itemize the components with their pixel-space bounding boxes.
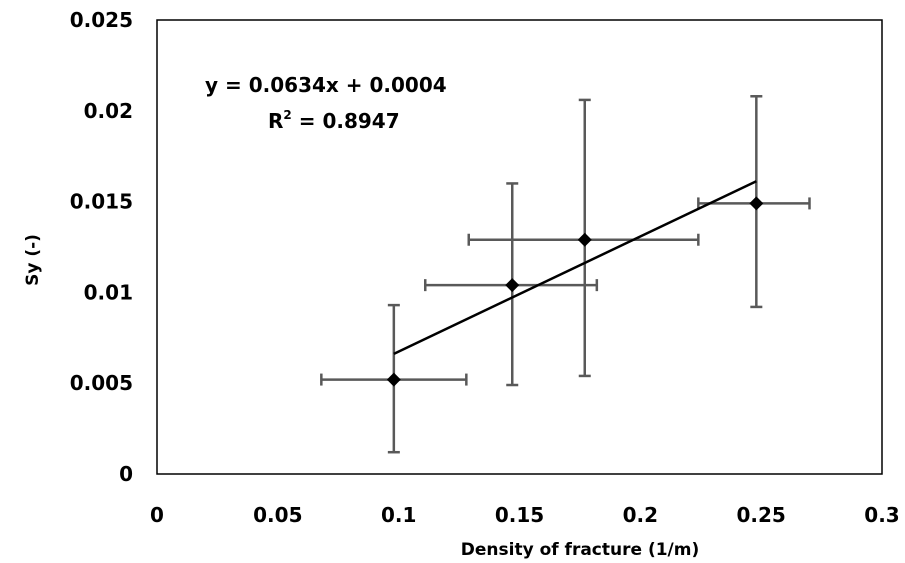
r-squared-letter: R bbox=[268, 109, 283, 133]
data-point-marker bbox=[386, 372, 401, 387]
y-axis-ticks: 0 0.005 0.01 0.015 0.02 0.025 bbox=[70, 8, 133, 486]
y-tick-label: 0.02 bbox=[84, 99, 133, 123]
r-squared-superscript: 2 bbox=[283, 108, 291, 122]
error-bars bbox=[320, 95, 811, 454]
x-tick-label: 0.3 bbox=[864, 503, 899, 527]
trendline bbox=[393, 180, 757, 356]
data-point-marker bbox=[749, 196, 764, 211]
x-tick-label: 0 bbox=[150, 503, 164, 527]
data-point-marker bbox=[577, 232, 592, 247]
plot-frame bbox=[156, 19, 883, 475]
x-axis-ticks: 0 0.05 0.1 0.15 0.2 0.25 0.3 bbox=[150, 503, 900, 527]
y-axis-label: Sy (-) bbox=[23, 234, 43, 286]
trendline-equation: y = 0.0634x + 0.0004 bbox=[205, 73, 447, 97]
x-tick-label: 0.1 bbox=[381, 503, 416, 527]
trendline-group bbox=[393, 180, 757, 356]
y-tick-label: 0.005 bbox=[70, 371, 133, 395]
y-tick-label: 0.015 bbox=[70, 190, 133, 214]
plot-area-border bbox=[156, 19, 883, 475]
x-axis-label: Density of fracture (1/m) bbox=[461, 540, 700, 560]
data-point-marker bbox=[505, 278, 520, 293]
x-tick-label: 0.2 bbox=[623, 503, 658, 527]
x-tick-label: 0.15 bbox=[495, 503, 544, 527]
data-markers bbox=[386, 196, 764, 387]
r-squared-label: R2 = 0.8947 bbox=[268, 108, 400, 133]
y-tick-label: 0.025 bbox=[70, 8, 133, 32]
y-tick-label: 0.01 bbox=[84, 280, 133, 304]
y-tick-label: 0 bbox=[119, 462, 133, 486]
x-tick-label: 0.25 bbox=[736, 503, 785, 527]
r-squared-value: = 0.8947 bbox=[292, 109, 400, 133]
x-tick-label: 0.05 bbox=[253, 503, 302, 527]
